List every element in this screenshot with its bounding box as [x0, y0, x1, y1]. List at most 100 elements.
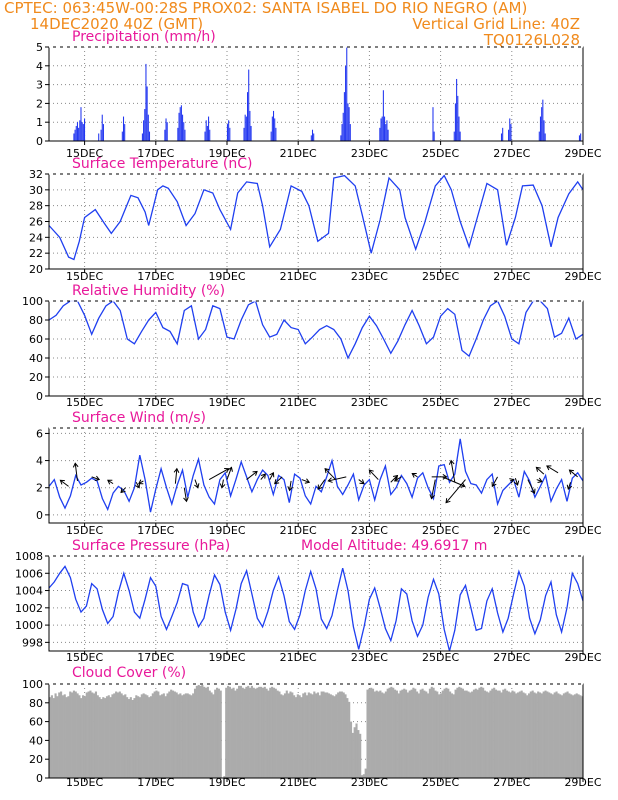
cloud-bar: [555, 691, 558, 778]
cloud-bar: [118, 691, 121, 778]
cloud-bar: [388, 687, 391, 778]
cloud-bar: [382, 693, 386, 778]
cloud-bar: [144, 694, 147, 778]
cloud-bar: [573, 694, 576, 778]
model-altitude-annotation: Model Altitude: 49.6917 m: [301, 538, 487, 554]
cloud-bar: [439, 693, 443, 778]
panel-frame-3: [48, 427, 584, 524]
wind-vector: [183, 487, 188, 502]
y-tick-label: 80: [29, 314, 43, 327]
cloud-bar: [544, 690, 547, 778]
cloud-bar: [335, 694, 338, 778]
cloud-bar: [249, 687, 252, 778]
cloud-bar: [520, 690, 523, 778]
cloud-bar: [500, 692, 503, 778]
precip-bar: [340, 135, 342, 141]
cloud-bar: [93, 693, 96, 778]
precip-bar: [432, 107, 434, 141]
cloud-bar: [366, 689, 369, 778]
cloud-bar: [485, 691, 488, 778]
cloud-bar: [162, 693, 165, 778]
cloud-bar: [239, 685, 242, 778]
wind-vector: [368, 469, 379, 480]
cloud-bar: [353, 727, 356, 778]
cloud-bar: [441, 690, 444, 778]
precip-bar: [147, 114, 149, 141]
header-date: 14DEC2020 40Z (GMT): [30, 15, 204, 33]
precip-bar: [124, 124, 126, 141]
x-tick-label: 23DEC: [351, 651, 388, 664]
precip-bar: [84, 118, 86, 141]
cloud-bar: [338, 691, 342, 778]
cloud-bar: [175, 692, 178, 778]
wind-vector-head: [442, 474, 448, 480]
precip-bar: [385, 124, 387, 141]
cloud-bar: [302, 693, 305, 778]
wind-vector: [107, 479, 114, 485]
cloud-bar: [201, 684, 204, 778]
cloud-bar: [327, 693, 331, 778]
cloud-bar: [151, 693, 154, 778]
y-tick-label: 100: [22, 678, 43, 691]
cloud-bar: [487, 692, 490, 778]
wind-vector: [226, 467, 232, 480]
y-tick-label: 40: [29, 352, 43, 365]
cloud-bar: [355, 723, 358, 778]
cloud-bar: [414, 688, 417, 778]
cloud-bar: [524, 693, 527, 778]
cloud-bar: [428, 688, 431, 778]
cloud-bar: [171, 690, 175, 778]
cloud-bar: [104, 698, 107, 778]
x-tick-label: 25DEC: [422, 776, 459, 789]
wind-vector: [221, 479, 224, 488]
precip-bar: [102, 124, 104, 141]
x-tick-label: 19DEC: [208, 147, 245, 160]
cloud-bar: [287, 693, 290, 778]
cloud-bar: [379, 690, 382, 778]
cloud-bar: [482, 687, 485, 778]
cloud-bar: [181, 695, 184, 778]
cloud-bar: [155, 690, 158, 778]
cloud-bar: [362, 774, 365, 778]
cloud-bar: [87, 691, 90, 778]
wind-vector: [328, 476, 347, 482]
cloud-bar: [496, 690, 499, 778]
wind-vector-head: [219, 483, 226, 489]
cloud-bar: [67, 696, 70, 778]
wind-vector-head: [227, 466, 233, 472]
panel-title-3: Surface Wind (m/s): [72, 410, 206, 426]
cloud-bar: [50, 695, 53, 778]
cloud-bar: [373, 691, 376, 778]
cloud-bar: [559, 694, 562, 778]
cloud-bar: [436, 691, 439, 778]
cloud-bar: [502, 689, 505, 778]
cloud-bar: [131, 699, 134, 778]
cloud-bar: [186, 693, 189, 778]
y-tick-label: 20: [29, 371, 43, 384]
cloud-bar: [252, 687, 255, 778]
cloud-bar: [177, 694, 180, 778]
wind-vector: [569, 469, 578, 478]
precip-bar: [349, 124, 351, 141]
cloud-bar: [305, 695, 309, 778]
x-tick-label: 17DEC: [137, 776, 174, 789]
cloud-bar: [480, 686, 483, 778]
wind-vector: [60, 479, 69, 487]
cloud-bar: [243, 688, 246, 778]
cloud-bar: [261, 687, 265, 778]
wind-vector-head: [393, 476, 400, 482]
cloud-bar: [236, 688, 239, 778]
cloud-bar: [443, 688, 446, 778]
precip-bar: [433, 131, 435, 141]
precip-bar: [271, 116, 273, 141]
cloud-bar: [421, 688, 424, 778]
x-tick-label: 15DEC: [66, 651, 103, 664]
precip-bar: [541, 107, 543, 141]
panel-title-4: Surface Pressure (hPa): [72, 538, 230, 554]
cloud-bar: [527, 693, 531, 778]
precip-bar: [387, 129, 389, 141]
cloud-bar: [348, 701, 351, 778]
y-tick-label: 0: [36, 509, 43, 522]
cloud-bar: [505, 690, 509, 778]
cloud-bar: [581, 696, 584, 778]
